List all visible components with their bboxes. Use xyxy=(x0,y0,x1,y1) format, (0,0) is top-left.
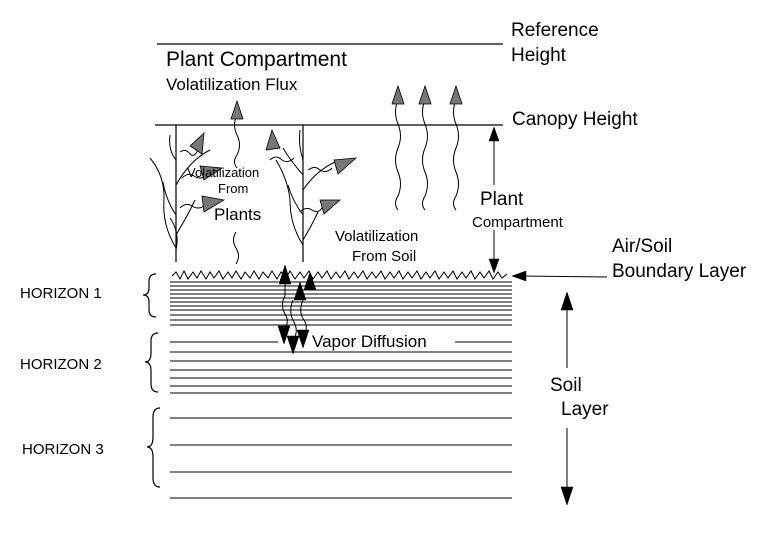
soil-layer-label-1: Soil xyxy=(550,375,582,396)
litter-layer xyxy=(171,269,508,281)
volatilization-from-plants-2: From xyxy=(218,181,248,196)
volatilization-flux-label: Volatilization Flux xyxy=(166,75,298,94)
boundary-pointer-head xyxy=(511,270,527,282)
plant-compartment-arrow xyxy=(488,126,500,274)
volatilization-flux-arrows xyxy=(230,84,463,211)
horizon-2-brace xyxy=(144,332,159,393)
horizon-1-lines xyxy=(170,281,512,326)
plant-volatilization-arrows xyxy=(179,128,358,265)
horizon-2-lines xyxy=(170,341,512,394)
reference-height-label-2: Height xyxy=(511,45,567,66)
horizon-1-label: HORIZON 1 xyxy=(20,285,102,302)
horizon-3-label: HORIZON 3 xyxy=(22,441,104,458)
air-soil-boundary-1: Air/Soil xyxy=(612,236,672,257)
volatilization-from-soil-1: Volatilization xyxy=(335,228,418,245)
canopy-height-label: Canopy Height xyxy=(512,109,638,130)
soil-layer-label-2: Layer xyxy=(561,399,609,420)
plant-right xyxy=(275,125,341,262)
soil-layer-arrow xyxy=(560,291,574,506)
reference-height-label-1: Reference xyxy=(511,20,599,41)
horizon-2-label: HORIZON 2 xyxy=(20,356,102,373)
air-soil-boundary-2: Boundary Layer xyxy=(612,261,747,282)
vapor-diffusion-label: Vapor Diffusion xyxy=(312,332,427,351)
horizon-1-brace xyxy=(142,273,157,318)
vapor-diffusion-arrows xyxy=(277,264,317,355)
horizon-3-lines xyxy=(170,417,512,499)
horizon-3-brace xyxy=(146,407,161,488)
volatilization-from-soil-2: From Soil xyxy=(352,248,416,265)
plant-compartment-side-2: Compartment xyxy=(472,214,564,231)
plant-compartment-title: Plant Compartment xyxy=(166,48,347,71)
volatilization-from-plants-1: Volatilization xyxy=(187,165,259,180)
volatilization-from-plants-3: Plants xyxy=(214,205,261,224)
plant-left xyxy=(149,125,211,262)
boundary-pointer-arrow xyxy=(519,275,608,278)
plant-compartment-side-1: Plant xyxy=(480,189,524,210)
